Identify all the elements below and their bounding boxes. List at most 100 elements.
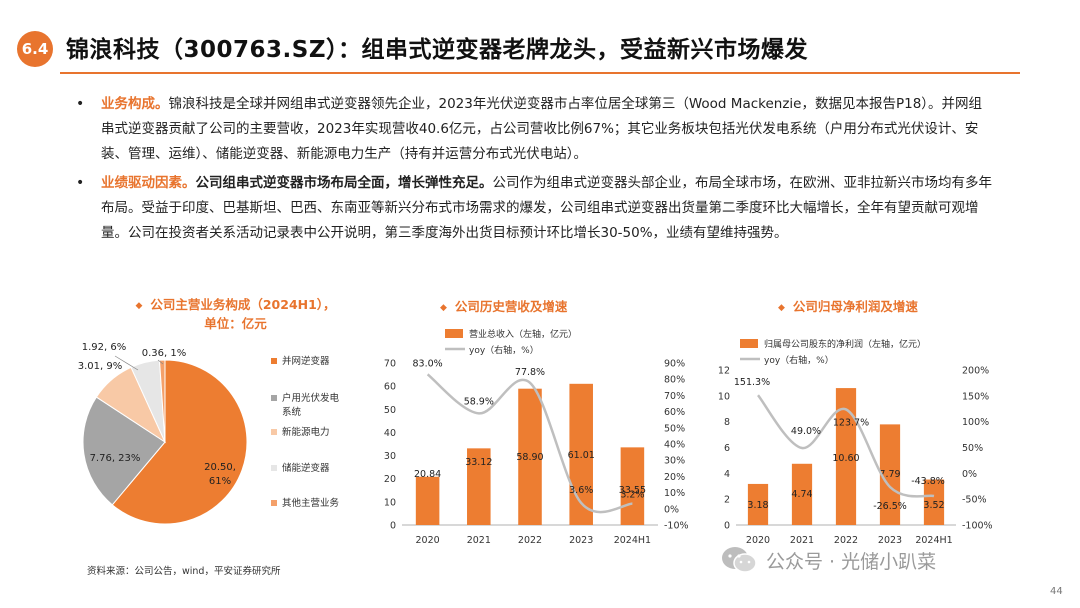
section-number-badge: 6.4 <box>17 31 53 67</box>
watermark-text: 公众号 · 光储小趴菜 <box>766 550 937 573</box>
pie-leader-line <box>157 359 164 365</box>
y-left-tick-label: 50 <box>384 405 396 416</box>
y-right-tick-label: 60% <box>664 407 685 418</box>
y-right-tick-label: 20% <box>664 472 685 483</box>
profit-chart: 0 2 4 6 8 10 12 -100% -50% 0% 50% 100% 150% 200% 2020 2… <box>718 338 993 546</box>
pie-data-label: 7.76, 23% <box>90 453 141 464</box>
bar-data-label: 58.90 <box>516 452 543 463</box>
profit-chart-title: ◆ 公司归母净利润及增速 <box>778 299 918 314</box>
y-right-tick-label: 50% <box>962 443 983 454</box>
legend-swatch <box>740 339 758 348</box>
x-tick-label: 2020 <box>746 535 770 546</box>
line-data-label: 77.8% <box>515 367 545 378</box>
y-left-tick-label: 6 <box>724 443 730 454</box>
bar <box>879 424 901 525</box>
bar <box>835 388 857 525</box>
y-right-tick-label: 100% <box>962 417 989 428</box>
y-left-tick-label: 0 <box>724 521 730 532</box>
page-title: 锦浪科技（300763.SZ）：组串式逆变器老牌龙头，受益新兴市场爆发 <box>66 37 808 63</box>
bar-data-label: 33.55 <box>619 485 646 496</box>
y-right-tick-label: 0% <box>962 469 977 480</box>
line-data-label: 58.9% <box>464 396 494 407</box>
y-left-tick-label: 30 <box>384 451 396 462</box>
bullet-text: 锦浪科技是全球并网组串式逆变器领先企业，2023年光伏逆变器市占率位居全球第三（… <box>101 96 983 162</box>
bullet-lead: 业绩驱动因素。 <box>101 175 196 191</box>
pie-leader-line <box>114 355 139 371</box>
legend-label: 新能源电力 <box>282 426 330 438</box>
y-left-tick-label: 4 <box>724 469 730 480</box>
pie-chart: 20.50, 61% 7.76, 23% 3.01, 9% 1.92, 6% 0.36, … <box>78 342 340 525</box>
pie-slice <box>82 396 166 506</box>
bar <box>467 448 491 525</box>
bullet-dot-icon: • <box>76 175 85 191</box>
y-right-tick-label: -100% <box>962 521 993 532</box>
pie-data-label: 0.36, 1% <box>142 348 187 359</box>
x-tick-label: 2021 <box>790 535 814 546</box>
y-left-tick-label: 0 <box>390 521 396 532</box>
bullet-growth-drivers: • 业绩驱动因素。公司组串式逆变器市场布局全面，增长弹性充足。公司作为组串式逆变… <box>74 171 994 246</box>
legend-label: 并网逆变器 <box>282 355 330 367</box>
bullet-business-composition: • 业务构成。锦浪科技是全球并网组串式逆变器领先企业，2023年光伏逆变器市占率… <box>74 92 994 167</box>
bar-data-label: 61.01 <box>568 450 595 461</box>
bar <box>923 479 945 525</box>
y-right-tick-label: 10% <box>664 488 685 499</box>
legend-swatch <box>271 395 277 401</box>
diamond-icon: ◆ <box>778 303 785 313</box>
y-left-tick-label: 8 <box>724 417 730 428</box>
y-right-tick-label: 90% <box>664 359 685 370</box>
y-right-tick-label: 200% <box>962 366 989 377</box>
legend-swatch <box>271 429 277 435</box>
legend-swatch <box>271 500 277 506</box>
legend-label: 系统 <box>282 406 302 418</box>
y-right-tick-label: 0% <box>664 504 679 515</box>
line-data-label: 49.0% <box>791 426 821 437</box>
x-tick-label: 2023 <box>878 535 902 546</box>
bar-data-label: 7.79 <box>879 469 900 480</box>
x-tick-label: 2020 <box>416 535 440 546</box>
y-left-tick-label: 2 <box>724 495 730 506</box>
y-right-tick-label: 80% <box>664 375 685 386</box>
yoy-line <box>757 394 935 498</box>
source-note: 资料来源：公司公告，wind，平安证券研究所 <box>87 566 281 577</box>
bar <box>518 388 542 525</box>
line-data-label: -26.5% <box>873 501 907 512</box>
diamond-icon: ◆ <box>440 303 447 313</box>
bullet-lead: 业务构成。 <box>101 96 169 112</box>
yoy-line <box>426 373 633 514</box>
line-data-label: -43.8% <box>911 476 945 487</box>
x-tick-label: 2022 <box>518 535 542 546</box>
bar <box>791 463 813 525</box>
legend-label: 归属母公司股东的净利润（左轴，亿元） <box>764 338 926 350</box>
revenue-chart: 0 10 20 30 40 50 60 70 -10% 0% 10% 20% 30% 40% 50% 60% 7… <box>384 328 689 546</box>
bar <box>415 476 440 525</box>
bar-data-label: 20.84 <box>414 469 441 480</box>
legend-label: 营业总收入（左轴，亿元） <box>469 328 577 340</box>
legend-label: 户用光伏发电 <box>282 392 340 404</box>
bar-data-label: 33.12 <box>465 457 492 468</box>
y-left-tick-label: 10 <box>718 391 730 402</box>
y-left-tick-label: 40 <box>384 428 396 439</box>
bullet-bold: 公司组串式逆变器市场布局全面，增长弹性充足。 <box>195 175 493 191</box>
y-left-tick-label: 60 <box>384 382 396 393</box>
x-tick-label: 2021 <box>467 535 491 546</box>
y-right-tick-label: 50% <box>664 423 685 434</box>
pie-chart-title: ◆ 公司主营业务构成（2024H1）， 单位：亿元 <box>135 297 336 331</box>
x-tick-label: 2024H1 <box>614 535 651 546</box>
legend-label: yoy（右轴，%） <box>469 344 539 356</box>
pie-slice <box>111 359 248 525</box>
pie-data-label: 1.92, 6% <box>82 342 127 353</box>
y-left-tick-label: 10 <box>384 497 396 508</box>
y-right-tick-label: -10% <box>664 521 689 532</box>
y-right-tick-label: 150% <box>962 391 989 402</box>
y-left-tick-label: 70 <box>384 359 396 370</box>
legend-label: 其他主营业务 <box>282 497 340 509</box>
pie-slice <box>158 359 166 443</box>
y-right-tick-label: -50% <box>962 495 987 506</box>
bullet-list: • 业务构成。锦浪科技是全球并网组串式逆变器领先企业，2023年光伏逆变器市占率… <box>74 92 994 250</box>
line-data-label: 83.0% <box>413 358 443 369</box>
y-right-tick-label: 30% <box>664 456 685 467</box>
diamond-icon: ◆ <box>135 301 143 311</box>
legend-label: 储能逆变器 <box>282 462 330 474</box>
legend-label: yoy（右轴，%） <box>764 354 834 366</box>
x-tick-label: 2024H1 <box>915 535 952 546</box>
